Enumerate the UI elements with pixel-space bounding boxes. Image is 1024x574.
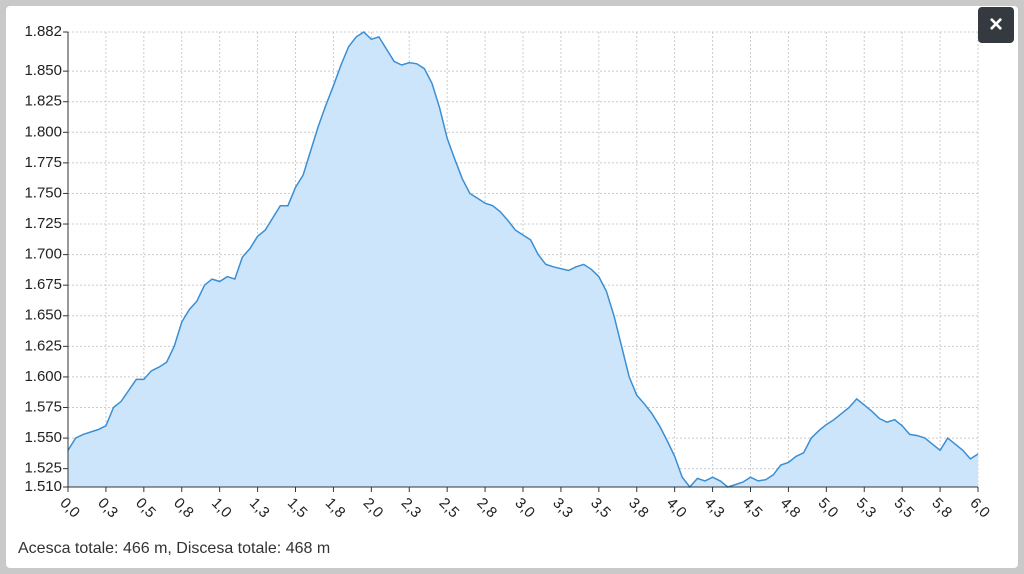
y-tick-label: 1.675 [24,276,62,293]
y-tick-label: 1.510 [24,478,62,495]
x-tick-label: 3,0 [511,495,538,522]
y-tick-label: 1.882 [24,23,62,40]
y-tick-label: 1.700 [24,246,62,263]
y-tick-label: 1.600 [24,368,62,385]
close-button[interactable]: × [978,7,1014,43]
x-tick-label: 2,0 [360,495,387,522]
x-tick-label: 3,8 [625,495,652,522]
elevation-line [67,31,979,489]
y-tick-label: 1.825 [24,93,62,110]
y-tick-label: 1.650 [24,307,62,324]
x-tick-label: 5,8 [928,495,955,522]
y-tick-label: 1.550 [24,429,62,446]
y-tick-label: 1.750 [24,184,62,201]
x-tick-label: 4,5 [739,495,766,522]
x-tick-label: 4,8 [777,495,804,522]
x-tick-label: 3,3 [549,495,576,522]
y-tick-label: 1.725 [24,215,62,232]
x-tick-label: 1,0 [208,495,235,522]
y-tick-label: 1.850 [24,62,62,79]
x-tick-label: 4,0 [663,495,690,522]
x-tick-label: 4,3 [701,495,728,522]
x-tick-label: 1,8 [322,495,349,522]
x-tick-label: 0,3 [94,495,121,522]
x-tick-label: 5,0 [815,495,842,522]
area-fill [68,32,978,487]
y-tick-label: 1.575 [24,398,62,415]
x-tick-label: 0,5 [132,495,159,522]
x-tick-label: 6,0 [966,495,993,522]
x-tick-label: 1,3 [246,495,273,522]
y-tick-label: 1.800 [24,123,62,140]
x-tick-label: 2,3 [398,495,425,522]
footer-text: Acesca totale: 466 m, Discesa totale: 46… [18,540,331,557]
x-tick-label: 5,3 [853,495,880,522]
y-tick-label: 1.625 [24,337,62,354]
y-tick-label: 1.525 [24,460,62,477]
x-tick-label: 0,8 [170,495,197,522]
x-tick-label: 1,5 [284,495,311,522]
y-tick-label: 1.775 [24,154,62,171]
x-tick-label: 2,8 [473,495,500,522]
x-tick-label: 2,5 [436,495,463,522]
x-tick-label: 3,5 [587,495,614,522]
x-tick-label: 5,5 [891,495,918,522]
x-tick-label: 0,0 [56,495,83,522]
